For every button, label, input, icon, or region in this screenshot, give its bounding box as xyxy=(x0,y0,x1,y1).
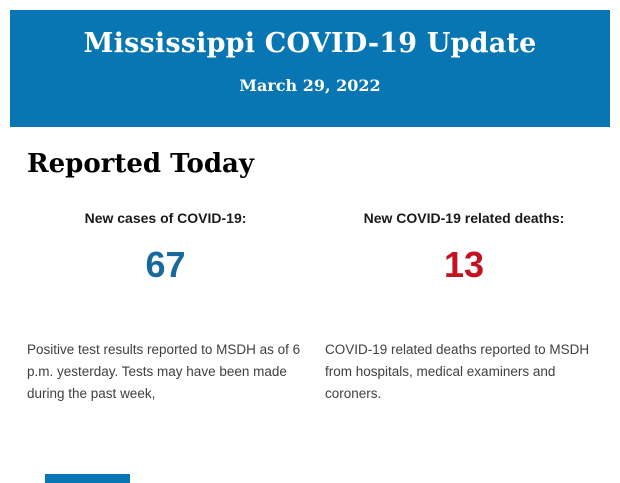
new-cases-description: Positive test results reported to MSDH a… xyxy=(27,342,301,401)
body-area: Reported Today New cases of COVID-19: 67… xyxy=(0,127,620,405)
section-title: Reported Today xyxy=(27,149,254,179)
page-title: Mississippi COVID-19 Update xyxy=(83,28,537,59)
new-deaths-value: 13 xyxy=(443,244,485,285)
stat-new-deaths: New COVID-19 related deaths: 13 COVID-19… xyxy=(310,209,620,405)
header-band: Mississippi COVID-19 Update March 29, 20… xyxy=(10,10,610,127)
next-section-band-partial xyxy=(45,474,130,483)
new-cases-label: New cases of COVID-19: xyxy=(84,210,247,226)
new-deaths-label: New COVID-19 related deaths: xyxy=(363,210,565,226)
new-cases-value: 67 xyxy=(145,244,186,285)
report-date: March 29, 2022 xyxy=(239,76,381,95)
stats-row: New cases of COVID-19: 67 Positive test … xyxy=(0,209,620,405)
new-deaths-description: COVID-19 related deaths reported to MSDH… xyxy=(325,342,590,401)
stat-new-cases: New cases of COVID-19: 67 Positive test … xyxy=(0,209,310,405)
